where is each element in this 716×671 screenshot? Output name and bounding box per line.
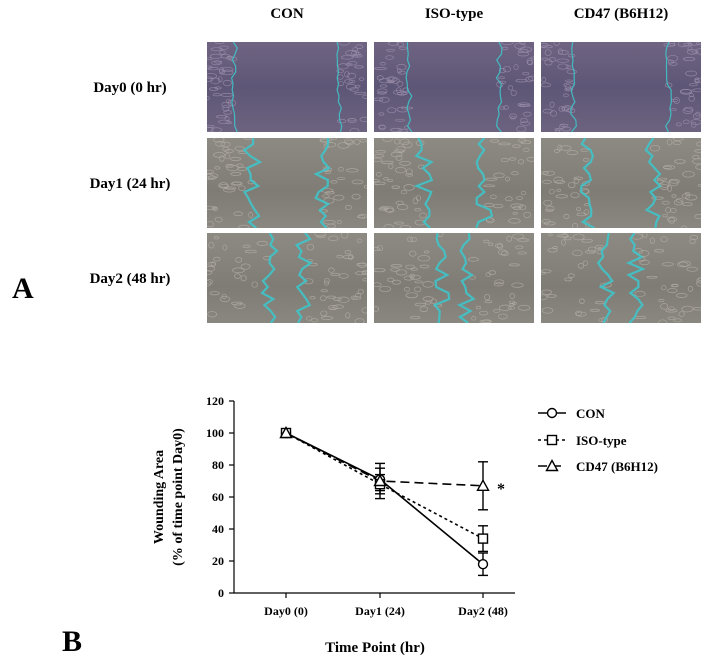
x-axis-title: Time Point (hr) [325, 640, 425, 656]
y-tick-label: 0 [218, 586, 224, 600]
legend-label-iso-type: ISO-type [576, 433, 627, 448]
column-header-iso-type: ISO-type [424, 6, 484, 22]
micrograph-day1-iso-type [374, 138, 534, 228]
row-label-day1: Day1 (24 hr) [89, 176, 171, 192]
significance-asterisk: * [497, 481, 505, 498]
panel-a-letter: A [12, 272, 34, 305]
micrograph-day1-cd47 [541, 138, 701, 228]
row-label-day2: Day2 (48 hr) [89, 271, 171, 287]
y-tick-label: 40 [212, 522, 224, 536]
y-axis-subtitle: (% of time point Day0) [171, 428, 186, 566]
x-tick-label: Day0 (0) [264, 604, 308, 618]
data-point-cd47 [279, 426, 293, 439]
y-tick-label: 100 [206, 426, 224, 440]
y-tick-label: 120 [206, 394, 224, 408]
legend-label-cd47: CD47 (B6H12) [576, 459, 658, 474]
legend-marker-cd47 [545, 459, 559, 472]
x-tick-label: Day2 (48) [458, 604, 508, 618]
legend-marker-iso-type [546, 434, 558, 446]
micrograph-day2-con [207, 233, 367, 323]
y-tick-label: 80 [212, 458, 224, 472]
column-header-cd47: CD47 (B6H12) [573, 6, 669, 22]
data-point-cd47 [373, 474, 387, 487]
micrograph-day0-cd47 [541, 42, 701, 132]
micrograph-day2-cd47 [541, 233, 701, 323]
row-label-day0: Day0 (0 hr) [93, 80, 167, 96]
x-tick-label: Day1 (24) [355, 604, 405, 618]
y-axis-title: Wounding Area [152, 450, 167, 544]
data-point-cd47 [476, 478, 490, 491]
legend-label-con: CON [576, 406, 606, 421]
data-point-iso-type [477, 533, 489, 544]
micrograph-day0-iso-type [374, 42, 534, 132]
micrograph-day2-iso-type [374, 233, 534, 323]
micrograph-day1-con [207, 138, 367, 228]
legend-marker-con [546, 407, 558, 419]
y-tick-label: 60 [212, 490, 224, 504]
panel-b-letter: B [62, 625, 83, 658]
data-point-con [477, 559, 489, 570]
y-tick-label: 20 [212, 554, 224, 568]
micrograph-day0-con [207, 42, 367, 132]
column-header-con: CON [270, 6, 304, 22]
